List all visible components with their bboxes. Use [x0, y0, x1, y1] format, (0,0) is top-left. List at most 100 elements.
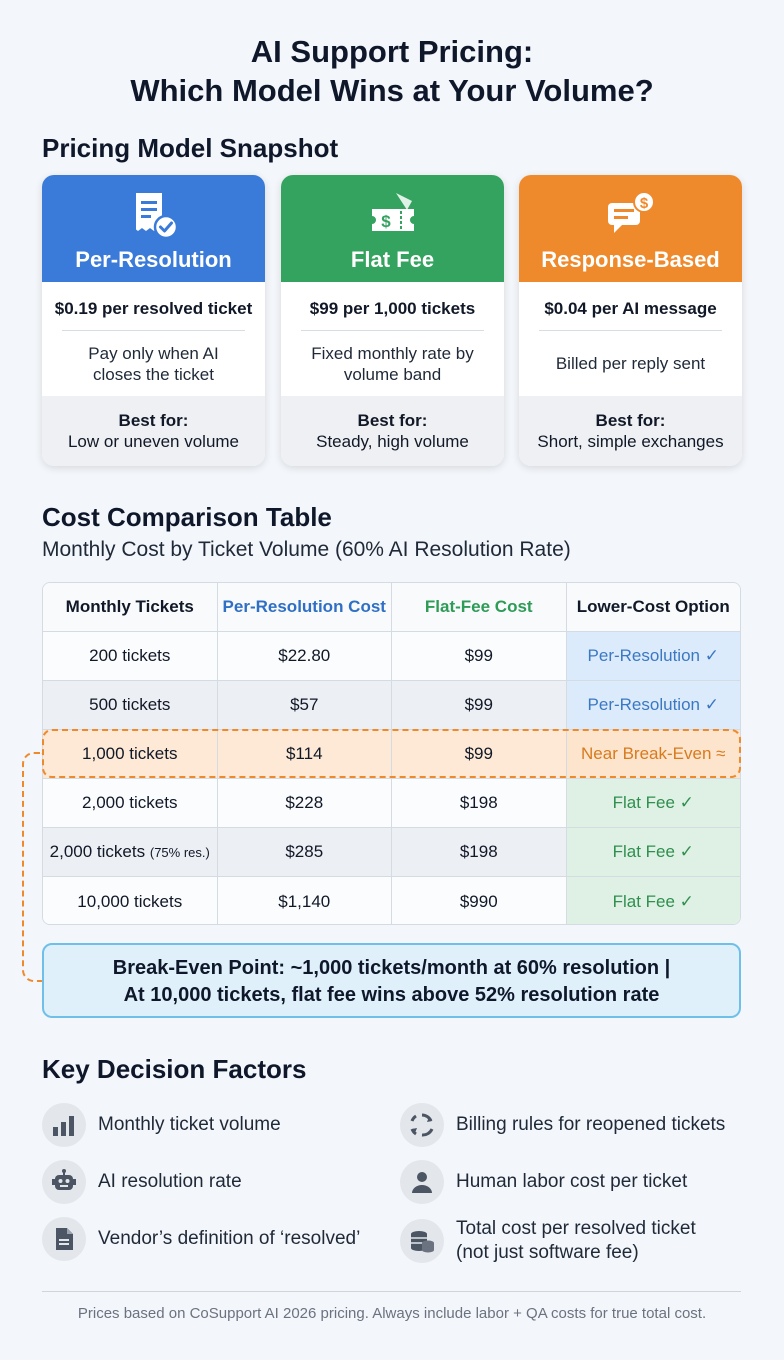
card-price: $0.04 per AI message [544, 299, 717, 318]
factor-text: AI resolution rate [98, 1171, 242, 1192]
table-row: 10,000 tickets $1,140 $990 Flat Fee ✓ [43, 877, 740, 924]
coins-icon [400, 1219, 444, 1263]
card-description: Fixed monthly rate by volume band [311, 343, 474, 384]
snapshot-heading: Pricing Model Snapshot [42, 133, 339, 163]
per-resolution-cell: $57 [218, 681, 392, 729]
per-resolution-cell: $1,140 [218, 877, 392, 924]
per-resolution-cell: $285 [218, 828, 392, 876]
tickets-cell: 2,000 tickets [43, 779, 218, 827]
tickets-cell: 10,000 tickets [43, 877, 218, 924]
column-header: Lower-Cost Option [566, 583, 740, 631]
factor-text: Vendor’s definition of ‘resolved’ [98, 1228, 361, 1249]
refresh-icon [400, 1103, 444, 1147]
column-header: Per-Resolution Cost [217, 583, 392, 631]
table-row: 2,000 tickets $228 $198 Flat Fee ✓ [43, 779, 740, 828]
best-for-value: Low or uneven volume [67, 432, 240, 451]
per-resolution-cell: $22.80 [218, 632, 392, 680]
card-title: Flat Fee [350, 247, 435, 272]
table-row: 200 tickets $22.80 $99 Per-Resolution ✓ [43, 632, 740, 681]
card-header: Per-Resolution [42, 175, 265, 282]
title-line-2: Which Model Wins at Your Volume? [130, 73, 654, 108]
factor-item: Human labor cost per ticket [400, 1160, 687, 1204]
break-even-connector [22, 752, 44, 982]
lower-cost-cell: Per-Resolution ✓ [566, 632, 740, 680]
svg-text:$: $ [381, 212, 391, 231]
lower-cost-cell: Flat Fee ✓ [566, 779, 740, 827]
factor-item: Monthly ticket volume [42, 1103, 281, 1147]
column-header: Flat-Fee Cost [392, 583, 567, 631]
card-description: Pay only when AI closes the ticket [88, 343, 219, 384]
per-resolution-cell: $228 [218, 779, 392, 827]
lower-cost-cell: Near Break-Even ≈ [566, 730, 740, 778]
title-line-1: AI Support Pricing: [250, 34, 534, 69]
divider [301, 330, 484, 331]
card-flat-fee: $ Flat Fee $99 per 1,000 tickets Fixed m… [281, 175, 504, 466]
comparison-subtitle: Monthly Cost by Ticket Volume (60% AI Re… [42, 538, 571, 561]
tickets-cell: 200 tickets [43, 632, 218, 680]
table-header-row: Monthly Tickets Per-Resolution Cost Flat… [43, 583, 740, 632]
flat-fee-cell: $99 [392, 632, 567, 680]
factor-item: Vendor’s definition of ‘resolved’ [42, 1217, 360, 1261]
factor-item: AI resolution rate [42, 1160, 242, 1204]
cost-comparison-table: Monthly Tickets Per-Resolution Cost Flat… [42, 582, 741, 925]
callout-line-2: At 10,000 tickets, flat fee wins above 5… [123, 984, 660, 1006]
svg-text:$: $ [639, 195, 648, 212]
factor-text: Billing rules for reopened tickets [456, 1114, 726, 1135]
best-for-value: Steady, high volume [316, 432, 469, 451]
lower-cost-cell: Flat Fee ✓ [566, 828, 740, 876]
receipt-check-icon [135, 193, 178, 240]
tickets-cell: 500 tickets [43, 681, 218, 729]
factor-text-line-1: Total cost per resolved ticket [456, 1218, 696, 1239]
card-best-for: Best for: Short, simple exchanges [519, 396, 742, 466]
factors-heading: Key Decision Factors [42, 1054, 307, 1084]
factor-text: Total cost per resolved ticket (not just… [456, 1217, 696, 1265]
lower-cost-cell: Flat Fee ✓ [566, 877, 740, 924]
column-header: Monthly Tickets [43, 583, 218, 631]
best-for-value: Short, simple exchanges [537, 432, 724, 451]
footer-divider [42, 1291, 741, 1292]
flat-fee-cell: $99 [392, 730, 567, 778]
person-icon [400, 1160, 444, 1204]
card-title: Response-Based [541, 247, 720, 272]
card-header: $ Response-Based [519, 175, 742, 282]
flat-fee-cell: $198 [392, 779, 567, 827]
card-header: $ Flat Fee [281, 175, 504, 282]
chat-dollar-icon: $ [607, 191, 655, 233]
divider [539, 330, 722, 331]
tickets-value: 2,000 tickets [49, 842, 146, 861]
callout-line-1: Break-Even Point: ~1,000 tickets/month a… [112, 957, 671, 979]
card-response-based: $ Response-Based $0.04 per AI message Bi… [519, 175, 742, 466]
footer-note: Prices based on CoSupport AI 2026 pricin… [77, 1305, 707, 1322]
best-for-label: Best for: [595, 411, 666, 430]
table-row: 500 tickets $57 $99 Per-Resolution ✓ [43, 681, 740, 730]
best-for-label: Best for: [357, 411, 428, 430]
per-resolution-cell: $114 [218, 730, 392, 778]
table-row: 2,000 tickets (75% res.) $285 $198 Flat … [43, 828, 740, 877]
best-for-label: Best for: [118, 411, 189, 430]
factor-text: Monthly ticket volume [98, 1114, 281, 1135]
ticket-dollar-icon: $ [371, 193, 414, 231]
card-title: Per-Resolution [75, 247, 232, 272]
card-best-for: Best for: Steady, high volume [281, 396, 504, 466]
bar-chart-icon [42, 1103, 86, 1147]
factor-item: Billing rules for reopened tickets [400, 1103, 725, 1147]
factor-item: Total cost per resolved ticket (not just… [400, 1217, 696, 1265]
tickets-cell: 2,000 tickets (75% res.) [43, 828, 218, 876]
lower-cost-cell: Per-Resolution ✓ [566, 681, 740, 729]
tickets-note: (75% res.) [149, 844, 210, 860]
card-price: $99 per 1,000 tickets [309, 299, 476, 318]
document-icon [42, 1217, 86, 1261]
comparison-heading: Cost Comparison Table [42, 502, 332, 532]
card-best-for: Best for: Low or uneven volume [42, 396, 265, 466]
robot-icon [42, 1160, 86, 1204]
divider [62, 330, 245, 331]
tickets-cell: 1,000 tickets [43, 730, 218, 778]
factor-text-line-2: (not just software fee) [456, 1242, 639, 1263]
flat-fee-cell: $198 [392, 828, 567, 876]
table-row-break-even: 1,000 tickets $114 $99 Near Break-Even ≈ [43, 730, 740, 779]
card-price: $0.19 per resolved ticket [54, 299, 253, 318]
flat-fee-cell: $990 [392, 877, 567, 924]
break-even-callout: Break-Even Point: ~1,000 tickets/month a… [42, 943, 741, 1018]
flat-fee-cell: $99 [392, 681, 567, 729]
factor-text: Human labor cost per ticket [456, 1171, 688, 1192]
